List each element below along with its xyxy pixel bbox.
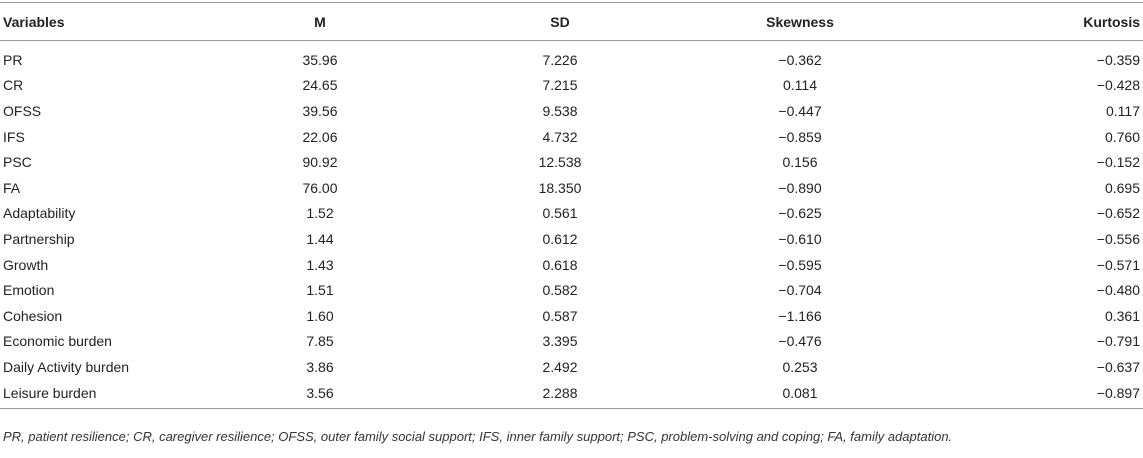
mean-cell: 1.52 bbox=[306, 205, 334, 222]
mean-cell: 90.92 bbox=[302, 154, 338, 171]
variable-cell: Partnership bbox=[3, 230, 75, 247]
variable-cell: Adaptability bbox=[3, 205, 76, 222]
table-row: Emotion 1.51 0.582 −0.704 −0.480 bbox=[0, 277, 1143, 303]
sd-cell: 4.732 bbox=[542, 128, 578, 145]
header-mean: M bbox=[200, 2, 440, 41]
mean-cell: 76.00 bbox=[302, 179, 338, 196]
skewness-cell: 0.081 bbox=[680, 379, 920, 410]
header-skewness: Skewness bbox=[680, 2, 920, 41]
mean-cell: 1.60 bbox=[306, 307, 334, 324]
header-row: Variables M SD Skewness Kurtosis bbox=[0, 2, 1143, 41]
variable-cell: Emotion bbox=[3, 282, 55, 299]
sd-cell: 0.561 bbox=[542, 205, 578, 222]
table-body: PR 35.96 7.226 −0.362 −0.359 CR 24.65 7.215 0.11… bbox=[0, 41, 1143, 410]
table-row: OFSS 39.56 9.538 −0.447 0.117 bbox=[0, 98, 1143, 124]
table-row: Daily Activity burden 3.86 2.492 0.253 −0.63… bbox=[0, 354, 1143, 380]
sd-cell: 9.538 bbox=[542, 102, 578, 119]
mean-cell: 3.86 bbox=[306, 358, 334, 375]
skewness-cell: −0.704 bbox=[778, 282, 822, 299]
table-row: Economic burden 7.85 3.395 −0.476 −0.791 bbox=[0, 329, 1143, 355]
skewness-cell: −0.890 bbox=[778, 179, 822, 196]
sd-cell: 12.538 bbox=[538, 154, 582, 171]
table-row: PR 35.96 7.226 −0.362 −0.359 bbox=[0, 41, 1143, 73]
mean-cell: 1.51 bbox=[306, 282, 334, 299]
skewness-cell: 0.156 bbox=[782, 154, 818, 171]
skewness-cell: −0.610 bbox=[778, 230, 822, 247]
skewness-cell: 0.114 bbox=[783, 77, 817, 94]
skewness-cell: −0.625 bbox=[778, 205, 822, 222]
sd-cell: 0.618 bbox=[542, 256, 578, 273]
table-row: Adaptability 1.52 0.561 −0.625 −0.652 bbox=[0, 201, 1143, 227]
mean-cell: 7.85 bbox=[306, 333, 334, 350]
table-row: Partnership 1.44 0.612 −0.610 −0.556 bbox=[0, 226, 1143, 252]
table-row: FA 76.00 18.350 −0.890 0.695 bbox=[0, 175, 1143, 201]
kurtosis-cell: −0.791 bbox=[1096, 333, 1140, 350]
mean-cell: 39.56 bbox=[302, 102, 338, 119]
table-row: Growth 1.43 0.618 −0.595 −0.571 bbox=[0, 252, 1143, 278]
mean-cell: 24.65 bbox=[302, 77, 338, 94]
variable-cell: Daily Activity burden bbox=[3, 358, 130, 375]
table-row: Leisure burden 3.56 2.288 0.081 −0.897 bbox=[0, 379, 1143, 410]
kurtosis-cell: −0.897 bbox=[920, 379, 1143, 410]
sd-cell: 2.492 bbox=[542, 358, 578, 375]
mean-cell: 1.43 bbox=[306, 256, 334, 273]
variable-cell: IFS bbox=[3, 128, 25, 145]
sd-cell: 0.587 bbox=[542, 307, 578, 324]
table-row: PSC 90.92 12.538 0.156 −0.152 bbox=[0, 149, 1143, 175]
table-footnote: PR, patient resilience; CR, caregiver re… bbox=[3, 429, 953, 444]
kurtosis-cell: −0.556 bbox=[1096, 230, 1140, 247]
sd-cell: 2.288 bbox=[440, 379, 680, 410]
variable-cell: PSC bbox=[3, 154, 32, 171]
mean-cell: 1.44 bbox=[306, 230, 334, 247]
sd-cell: 7.226 bbox=[542, 51, 578, 68]
header-variables: Variables bbox=[0, 2, 200, 41]
kurtosis-cell: 0.760 bbox=[1104, 128, 1140, 145]
kurtosis-cell: 0.695 bbox=[1104, 179, 1140, 196]
table-header: Variables M SD Skewness Kurtosis bbox=[0, 2, 1143, 41]
sd-cell: 0.582 bbox=[542, 282, 578, 299]
kurtosis-cell: 0.117 bbox=[1106, 102, 1140, 119]
skewness-cell: −0.859 bbox=[778, 128, 822, 145]
variable-cell: Economic burden bbox=[3, 333, 112, 350]
sd-cell: 18.350 bbox=[538, 179, 582, 196]
variable-cell: OFSS bbox=[3, 102, 42, 119]
kurtosis-cell: −0.637 bbox=[1096, 358, 1140, 375]
variable-cell: PR bbox=[3, 51, 23, 68]
mean-cell: 22.06 bbox=[302, 128, 338, 145]
descriptive-statistics-table: Variables M SD Skewness Kurtosis PR 35.96… bbox=[0, 2, 1143, 410]
kurtosis-cell: −0.571 bbox=[1096, 256, 1140, 273]
kurtosis-cell: −0.480 bbox=[1096, 282, 1140, 299]
header-sd: SD bbox=[440, 2, 680, 41]
table-row: Cohesion 1.60 0.587 −1.166 0.361 bbox=[0, 303, 1143, 329]
table-row: IFS 22.06 4.732 −0.859 0.760 bbox=[0, 124, 1143, 150]
variable-cell: CR bbox=[3, 77, 24, 94]
skewness-cell: −1.166 bbox=[778, 307, 822, 324]
header-kurtosis: Kurtosis bbox=[920, 2, 1143, 41]
variable-cell: Growth bbox=[3, 256, 49, 273]
skewness-cell: −0.447 bbox=[778, 102, 822, 119]
variable-cell: Cohesion bbox=[3, 307, 63, 324]
skewness-cell: −0.362 bbox=[778, 51, 822, 68]
variable-cell: FA bbox=[3, 179, 21, 196]
sd-cell: 3.395 bbox=[542, 333, 578, 350]
variable-cell: Leisure burden bbox=[0, 379, 200, 410]
kurtosis-cell: −0.152 bbox=[1096, 154, 1140, 171]
skewness-cell: −0.595 bbox=[778, 256, 822, 273]
mean-cell: 3.56 bbox=[200, 379, 440, 410]
kurtosis-cell: 0.361 bbox=[1104, 307, 1140, 324]
kurtosis-cell: −0.428 bbox=[1096, 77, 1140, 94]
skewness-cell: 0.253 bbox=[782, 358, 818, 375]
mean-cell: 35.96 bbox=[302, 51, 338, 68]
table-row: CR 24.65 7.215 0.114 −0.428 bbox=[0, 73, 1143, 99]
sd-cell: 7.215 bbox=[542, 77, 578, 94]
skewness-cell: −0.476 bbox=[778, 333, 822, 350]
kurtosis-cell: −0.652 bbox=[1096, 205, 1140, 222]
kurtosis-cell: −0.359 bbox=[1096, 51, 1140, 68]
sd-cell: 0.612 bbox=[542, 230, 578, 247]
